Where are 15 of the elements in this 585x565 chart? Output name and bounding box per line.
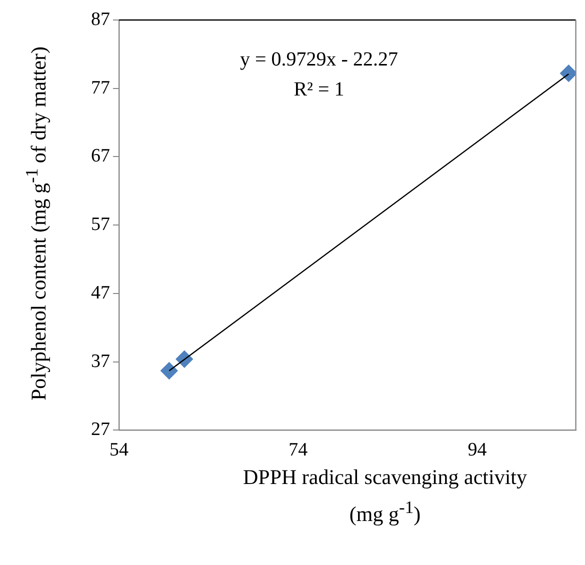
point — [560, 64, 576, 82]
annotation: y = 0.9729x - 22.27 — [240, 48, 398, 70]
y-tick-label: 47 — [91, 282, 110, 304]
x-tick-label: 94 — [468, 440, 488, 461]
x-tick-label: 54 — [110, 440, 129, 461]
y-tick-label: 27 — [91, 419, 110, 440]
y-tick-label: 87 — [91, 8, 110, 30]
x-axis-title: DPPH radical scavenging activity (mg g$^{-1}$) — [242, 464, 528, 528]
y-tick-label: 37 — [91, 350, 110, 372]
y-tick-label: 57 — [91, 214, 110, 236]
point — [160, 362, 178, 380]
y-tick-label: 77 — [91, 77, 110, 98]
annotation: R² = 1 — [294, 78, 344, 100]
y-tick-label: 67 — [91, 146, 110, 167]
x-tick-label: 74 — [288, 440, 308, 461]
